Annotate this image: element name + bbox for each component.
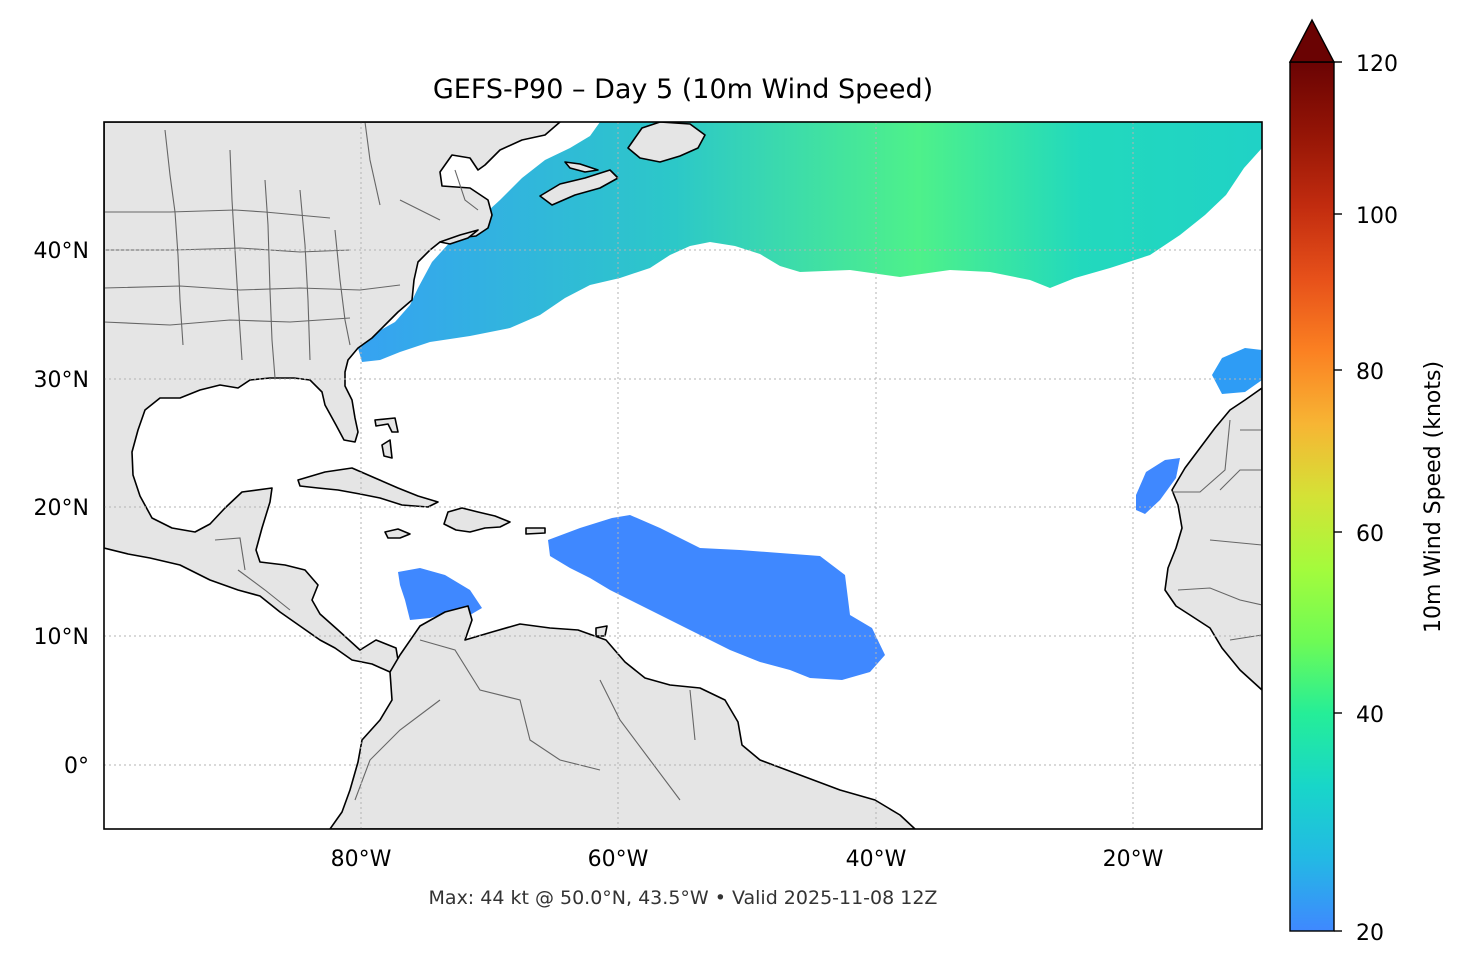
land <box>104 122 1262 829</box>
land-pei <box>564 161 599 173</box>
x-tick-label: 80°W <box>331 847 392 872</box>
colorbar-ticks <box>1334 61 1342 932</box>
political-borders <box>104 122 1262 801</box>
y-tick-label: 10°N <box>34 625 89 650</box>
land-long-island <box>439 229 479 245</box>
map-frame <box>103 121 1263 830</box>
colorbar-tick-label: 20 <box>1356 921 1384 946</box>
y-tick-label: 40°N <box>34 239 89 264</box>
land-bahamas <box>374 417 399 459</box>
colorbar-extend-max-arrow <box>1288 18 1336 63</box>
y-tick-label: 0° <box>64 754 89 779</box>
colorbar-label: 10m Wind Speed (knots) <box>1421 361 1446 633</box>
x-tick-label: 40°W <box>846 847 907 872</box>
x-tick-label: 20°W <box>1103 847 1164 872</box>
land-puerto-rico <box>525 527 546 535</box>
land-trinidad <box>595 625 608 637</box>
wind-patch-canary <box>1212 348 1262 394</box>
colorbar: 20 40 60 80 100 120 10m Wind Speed (knot… <box>1288 18 1446 946</box>
chart-title: GEFS-P90 – Day 5 (10m Wind Speed) <box>433 74 933 105</box>
colorbar-tick-label: 120 <box>1356 52 1398 77</box>
map-area <box>104 122 1262 829</box>
land-cuba <box>297 467 439 508</box>
land-newfoundland <box>627 122 706 163</box>
colorbar-tick-label: 40 <box>1356 703 1384 728</box>
max-wind-caption: Max: 44 kt @ 50.0°N, 43.5°W • Valid 2025… <box>429 887 938 909</box>
y-tick-label: 20°N <box>34 496 89 521</box>
wind-patch-cape-verde <box>1136 458 1180 514</box>
colorbar-tick-label: 80 <box>1356 360 1384 385</box>
land-south-america <box>329 605 916 829</box>
land-jamaica <box>384 528 411 539</box>
y-axis-ticks: 40°N 30°N 20°N 10°N 0° <box>34 239 89 779</box>
y-tick-label: 30°N <box>34 368 89 393</box>
gridlines <box>104 122 1262 829</box>
colorbar-tick-label: 60 <box>1356 522 1384 547</box>
land-hispaniola <box>443 507 511 533</box>
colorbar-tick-label: 100 <box>1356 204 1398 229</box>
colorbar-body <box>1289 61 1335 932</box>
x-axis-ticks: 80°W 60°W 40°W 20°W <box>331 847 1164 872</box>
wind-patch-tropical-atlantic <box>548 515 885 680</box>
land-africa <box>1164 387 1262 691</box>
x-tick-label: 60°W <box>588 847 649 872</box>
